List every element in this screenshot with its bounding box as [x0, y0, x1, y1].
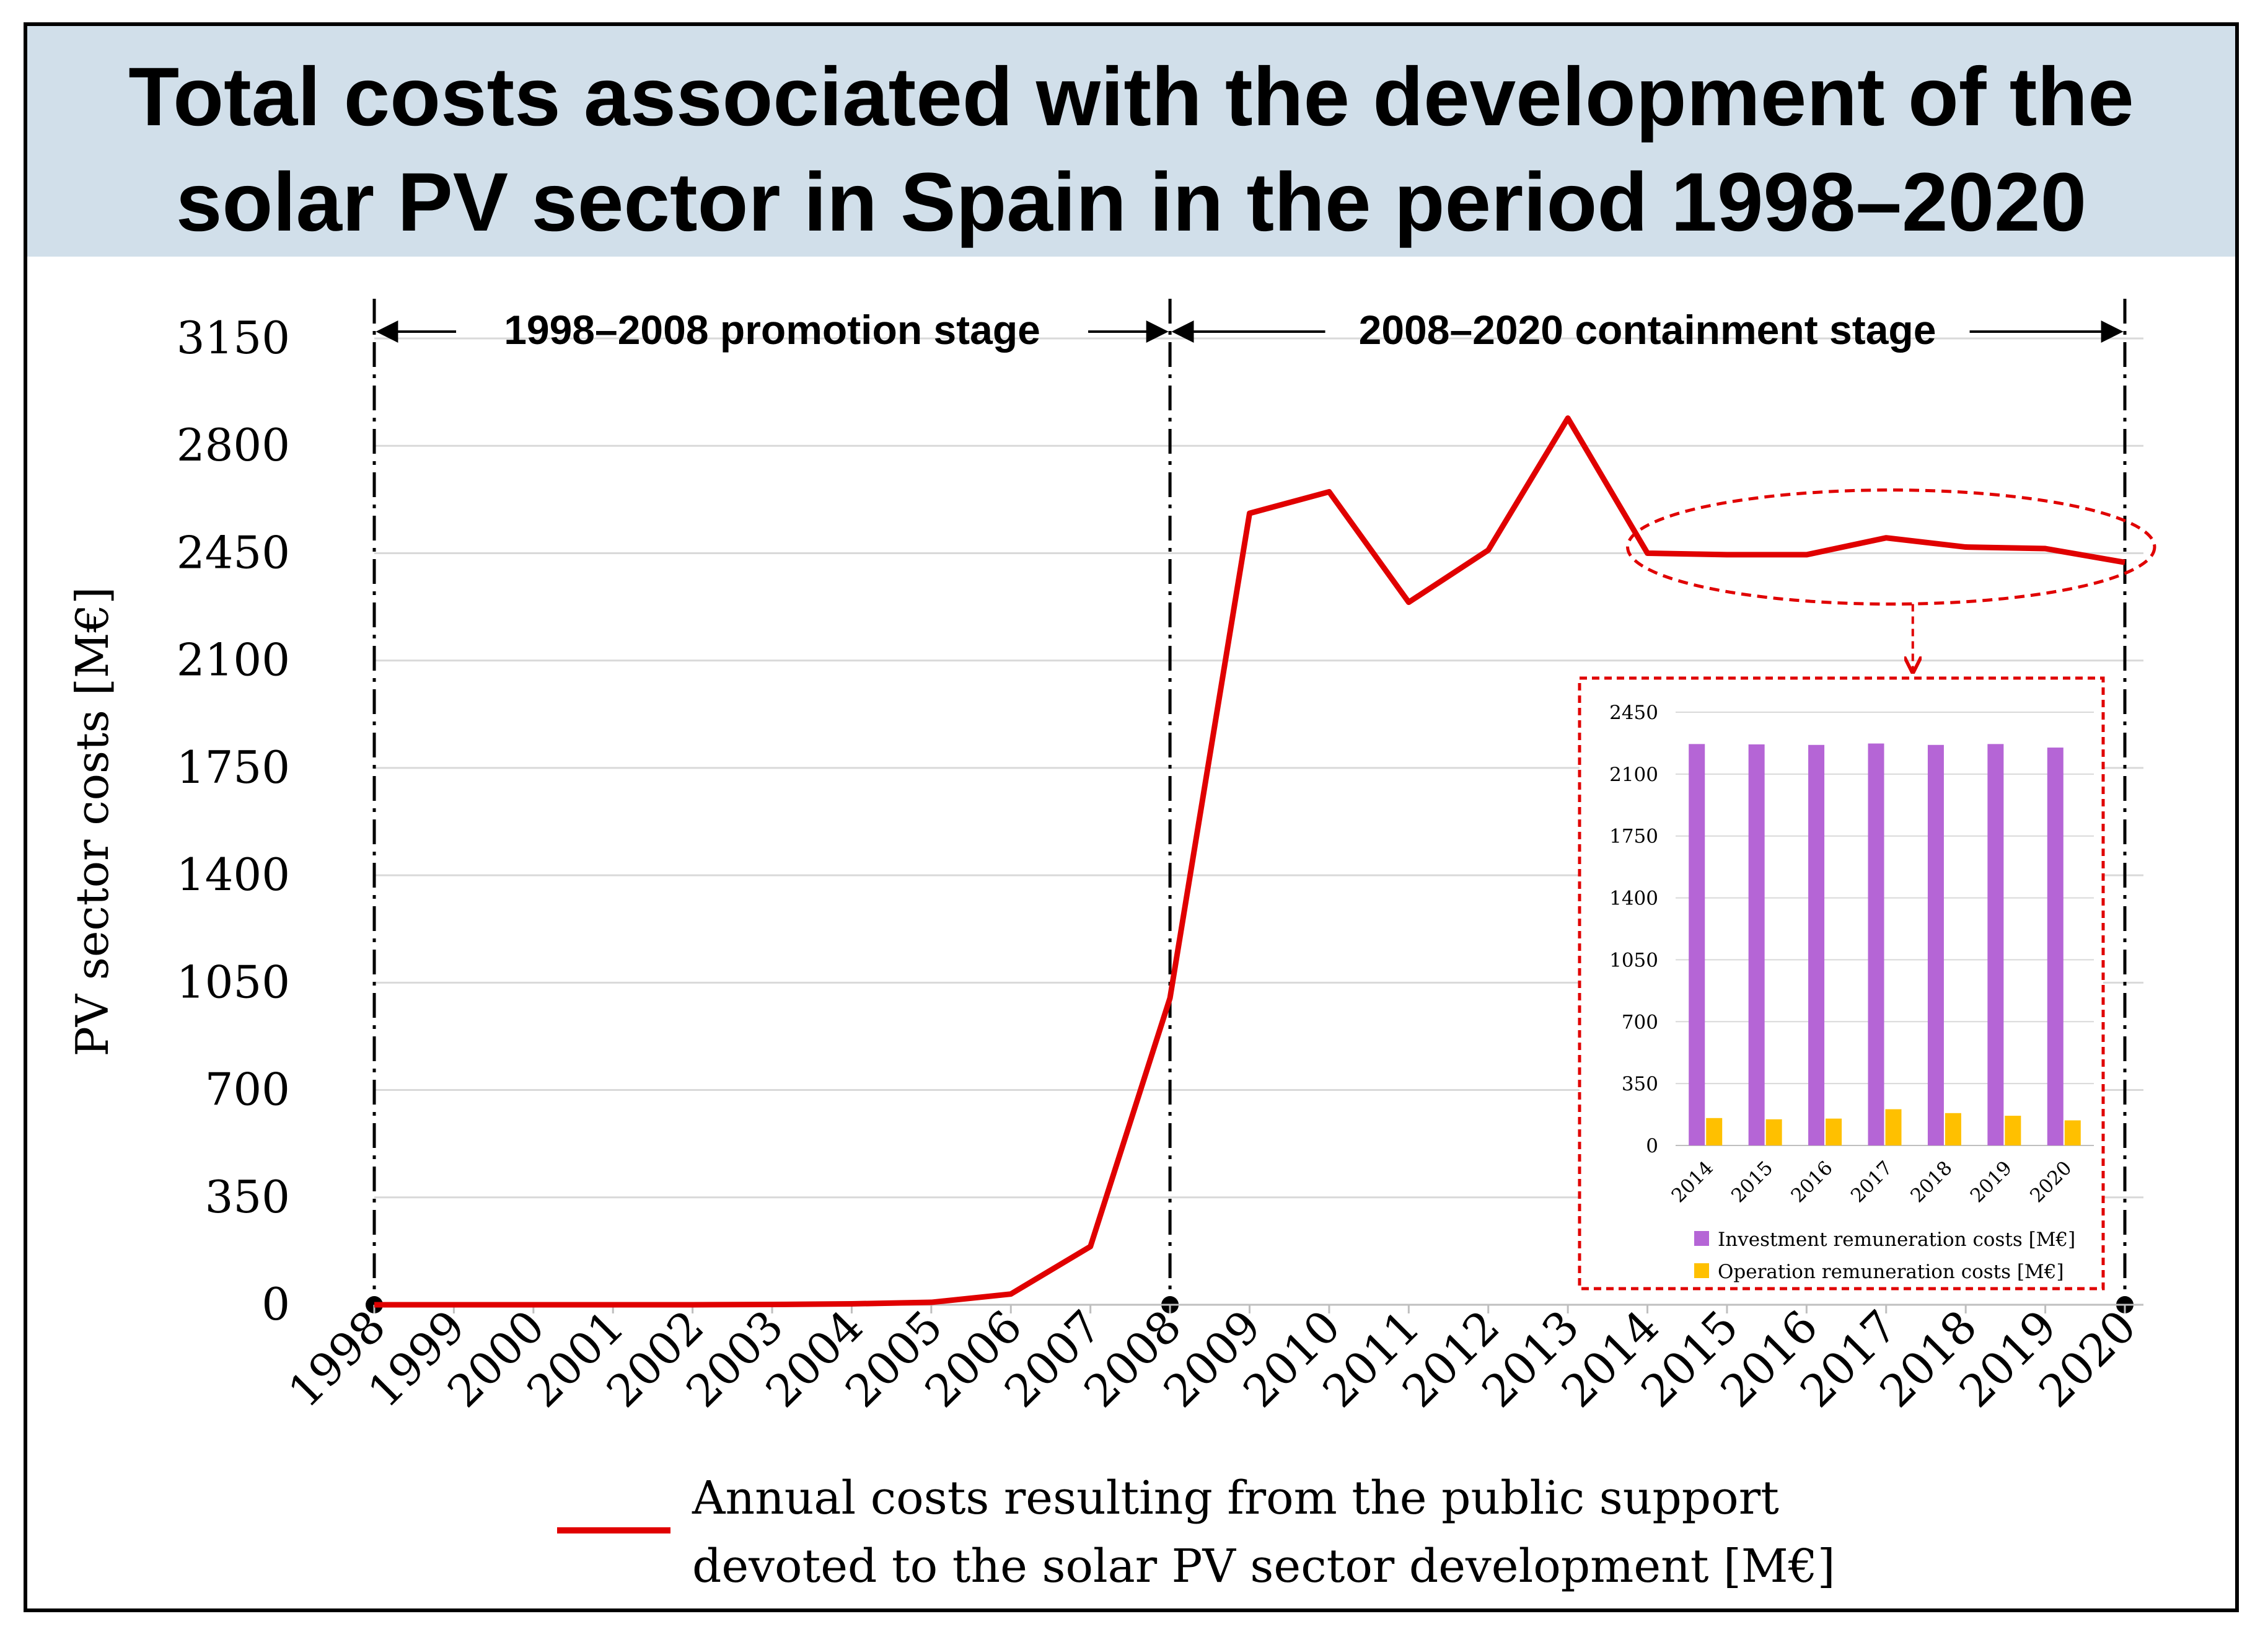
inset-bar-operation: [1706, 1118, 1723, 1145]
inset-y-tick-label: 350: [1622, 1073, 1658, 1095]
data-point: [1726, 554, 1728, 555]
inset-bar-investment: [1987, 744, 2004, 1145]
inset-y-tick-label: 2450: [1609, 702, 1658, 724]
inset-bar-operation: [2005, 1116, 2021, 1145]
data-point: [1647, 552, 1648, 554]
legend-label-line: devoted to the solar PV sector developme…: [692, 1540, 1835, 1593]
inset-bar-investment: [1689, 744, 1705, 1145]
data-point: [771, 1304, 773, 1305]
chart-frame: Total costs associated with the developm…: [24, 22, 2239, 1612]
data-point: [1169, 997, 1171, 999]
y-tick-label: 350: [205, 1171, 290, 1223]
gridlines: [374, 337, 2143, 1199]
data-point: [1806, 554, 1807, 555]
y-tick-label: 700: [205, 1064, 290, 1116]
series-layer: [374, 415, 2156, 1308]
inset-bar-operation: [1945, 1113, 1961, 1145]
legend-label-annual-costs: Annual costs resulting from the public s…: [692, 1472, 1835, 1593]
inset-bar-operation: [1885, 1109, 1902, 1145]
inset-y-tick-label: 1050: [1609, 949, 1658, 971]
inset-bar-investment: [1748, 744, 1765, 1145]
inset-y-tick-label: 1750: [1609, 826, 1658, 848]
chart-svg: 1998–2008 promotion stage 2008–2020 conta…: [66, 299, 2156, 1593]
y-tick-label: 2800: [177, 419, 290, 471]
inset-box: [1578, 676, 2105, 1291]
y-tick-label: 1750: [177, 741, 290, 793]
inset-legend-swatch: [1694, 1263, 1709, 1278]
legend: Annual costs resulting from the public s…: [557, 1472, 1835, 1593]
inset-legend-label: Investment remuneration costs [M€]: [1718, 1229, 2075, 1251]
legend-label-line: Annual costs resulting from the public s…: [692, 1472, 1779, 1525]
inset-legend-swatch: [1694, 1231, 1709, 1246]
y-tick-label: 1400: [177, 849, 290, 901]
data-point: [1090, 1246, 1091, 1247]
y-tick-label: 3150: [177, 312, 290, 364]
chart-title: Total costs associated with the developm…: [128, 51, 2134, 249]
inset-y-tick-label: 1400: [1609, 888, 1658, 910]
inset-legend-label: Operation remuneration costs [M€]: [1718, 1261, 2064, 1283]
inset-bar-operation: [2064, 1120, 2081, 1145]
y-axis-title: PV sector costs [M€]: [66, 587, 118, 1057]
inset-bar-investment: [2047, 748, 2064, 1145]
title-band: Total costs associated with the developm…: [27, 26, 2235, 257]
y-tick-label: 1050: [177, 956, 290, 1008]
y-tick-label: 2450: [177, 526, 290, 578]
inset-bar-investment: [1927, 744, 1944, 1145]
inset-y-tick-label: 0: [1646, 1135, 1658, 1157]
inset-bar-operation: [1826, 1118, 1842, 1145]
inset-bar-operation: [1765, 1119, 1782, 1145]
data-point: [1249, 513, 1250, 514]
stage-markers: 1998–2008 promotion stage 2008–2020 conta…: [366, 299, 2134, 1313]
inset-y-tick-label: 2100: [1609, 764, 1658, 786]
y-tick-label: 0: [262, 1278, 290, 1330]
inset-y-tick-label: 700: [1622, 1011, 1658, 1033]
highlight-ellipse: [1626, 488, 2156, 606]
y-tick-label: 2100: [177, 634, 290, 686]
stage-label: 2008–2020 containment stage: [1359, 307, 1936, 353]
inset-bar-investment: [1808, 744, 1825, 1145]
stage-label: 1998–2008 promotion stage: [504, 307, 1040, 353]
inset-bar-investment: [1868, 743, 1884, 1145]
